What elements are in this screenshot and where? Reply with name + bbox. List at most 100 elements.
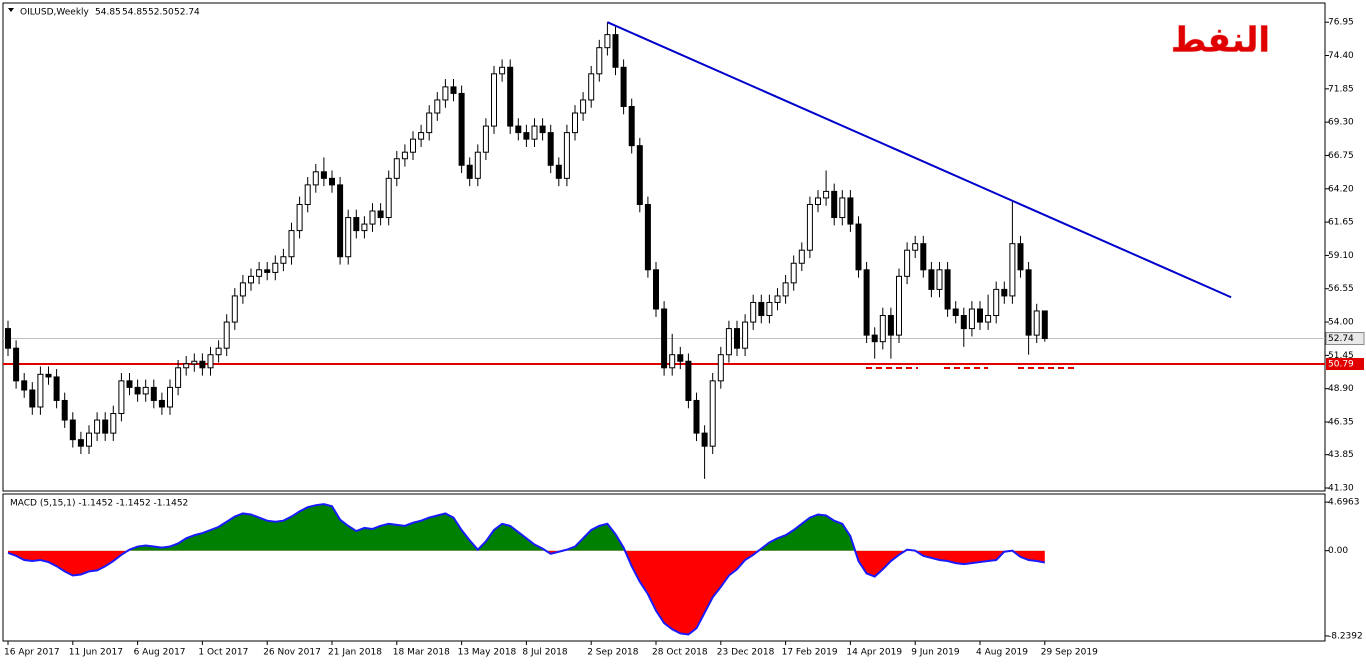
candle-body [53,376,60,401]
macd-tick-label: 0.00 [1328,546,1348,556]
macd-line [7,503,1045,636]
candle-body [345,217,352,258]
candle-body [474,151,481,179]
last-price-box [1325,332,1365,346]
candle-body [353,217,360,232]
candle-body [669,354,676,369]
y-tick-label: 46.35 [1328,418,1354,428]
x-tick-label: 13 May 2018 [458,648,517,658]
candle-body [61,399,68,421]
x-tick-label: 26 Nov 2017 [263,648,321,658]
candle-body [653,269,659,310]
candle-body [296,203,303,232]
candle-body [167,386,173,408]
candle-body [385,177,392,219]
candle-body [1041,310,1048,340]
candle-body [337,184,344,258]
menu-triangle[interactable] [8,8,14,12]
candle-body [434,99,441,114]
y-tick-label: 71.85 [1328,84,1354,94]
candle-body [491,73,497,127]
candle-body [734,328,740,349]
candle-body [815,197,821,205]
candle-body [499,66,506,75]
candle-body [183,363,190,369]
candle-body [701,432,708,447]
header-low: 52.50 [148,8,174,18]
candle-body [77,439,84,447]
candle-body [782,282,789,297]
y-tick-label: 66.75 [1328,151,1354,161]
candle-body [442,86,449,101]
candle-body [5,328,11,349]
x-tick-label: 23 Dec 2018 [717,648,775,658]
candle-body [750,301,757,323]
support-box [1326,358,1364,371]
candle-body [248,275,254,284]
candle-body [118,380,125,415]
x-tick-label: 6 Aug 2017 [134,648,186,658]
candle-body [977,308,983,323]
macd-area-positive [127,504,916,551]
candle-body [69,419,76,441]
x-tick-label: 17 Feb 2019 [782,648,838,658]
candle-body [661,308,668,369]
candle-body [863,269,870,336]
candle-body [410,138,416,153]
y-tick-label: 59.10 [1328,251,1354,261]
y-tick-label: 48.90 [1328,384,1354,394]
candle-body [312,171,319,186]
x-tick-label: 4 Aug 2019 [976,648,1028,658]
candle-body [936,269,943,290]
candle-body [1009,243,1016,297]
candle-body [304,184,311,205]
candle-body [717,354,724,382]
candle-body [531,125,538,140]
x-tick-label: 28 Oct 2018 [652,648,708,658]
x-tick-label: 18 Mar 2018 [393,648,450,658]
candle-body [774,295,781,303]
x-tick-label: 2 Sep 2018 [587,648,639,658]
x-tick-label: 21 Jan 2018 [328,648,382,658]
y-tick-label: 43.85 [1328,450,1354,460]
candle-body [1001,288,1008,297]
candle-body [507,66,514,127]
candle-body [806,203,813,251]
x-tick-label: 9 Jun 2019 [911,648,960,658]
y-tick-label: 56.55 [1328,284,1354,294]
candle-body [126,380,133,388]
macd-tick-label: -8.2392 [1328,631,1363,641]
candle-body [644,203,651,271]
price-pane [2,2,1326,492]
candle-body [993,288,1000,317]
candle-body [450,86,457,94]
candle-body [920,243,927,271]
y-tick-label: 54.00 [1328,318,1354,328]
candle-body [685,360,692,401]
y-tick-label: 69.30 [1328,118,1354,128]
candle-body [29,389,36,408]
candle-body [742,321,749,349]
candle-body [13,347,20,382]
header-close: 52.74 [174,8,200,18]
candle-body [361,223,368,232]
candle-body [823,190,830,199]
candle-body [231,295,238,323]
y-tick-label: 64.20 [1328,184,1354,194]
candle-body [401,151,408,160]
support-label: 50.79 [1328,360,1354,370]
candle-body [904,249,911,277]
candle-body [515,125,522,134]
candle-body [798,249,805,264]
candle-body [215,347,222,356]
x-tick-label: 8 Jul 2018 [522,648,567,658]
macd-label: MACD (5,15,1) -1.1452 -1.1452 -1.1452 [10,499,188,509]
candle-body [596,47,603,75]
candle-body [1033,310,1040,336]
x-tick-label: 1 Oct 2017 [198,648,248,658]
last-price-label: 52.74 [1328,334,1354,344]
candle-body [523,132,530,140]
candle-body [547,132,554,166]
candle-body [539,125,546,134]
